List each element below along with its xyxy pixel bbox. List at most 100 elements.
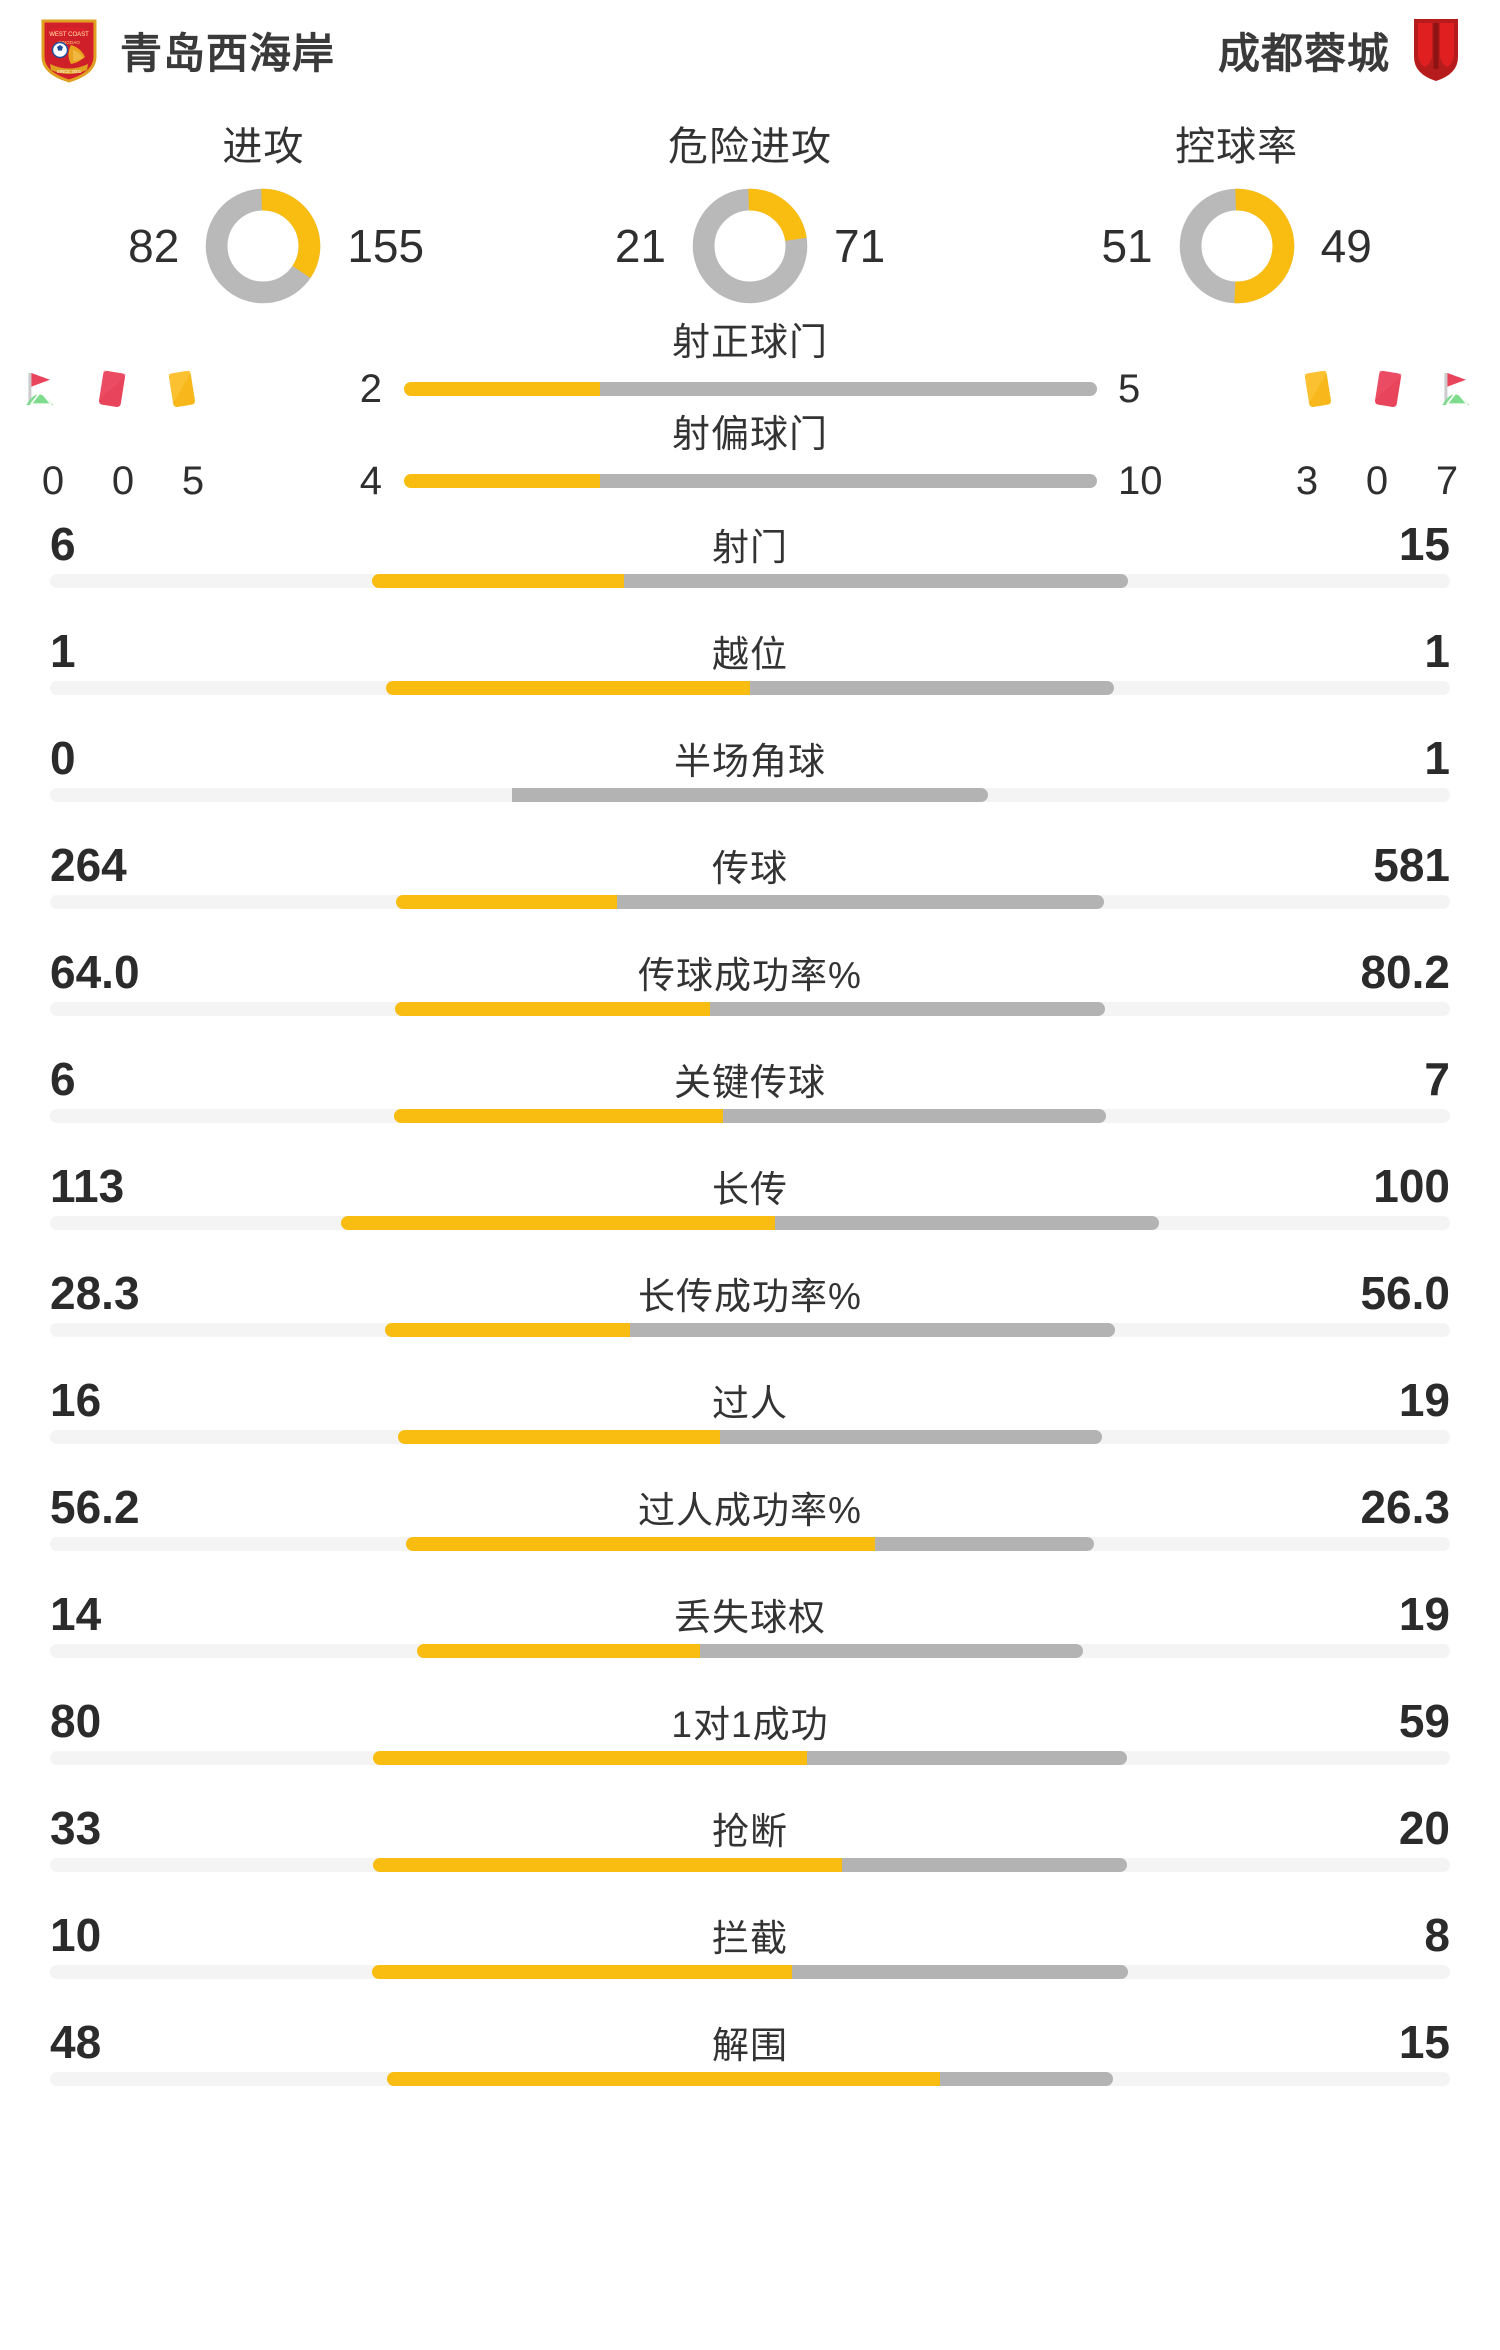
away-team[interactable]: 成都蓉城 xyxy=(1218,17,1460,83)
shots-off-target-home-value: 4 xyxy=(359,458,382,503)
stat-home-value: 6 xyxy=(50,518,76,570)
shots-on-target-block: 射正球门 2 5 xyxy=(0,320,1500,412)
stat-away-value: 1 xyxy=(1424,625,1450,677)
donut-label: 控球率 xyxy=(1175,125,1299,169)
stat-home-value: 0 xyxy=(50,732,76,784)
stat-row: 6 关键传球 7 xyxy=(50,1045,1450,1152)
shots-on-target-label: 射正球门 xyxy=(671,322,828,364)
possession-donut-chart xyxy=(1179,188,1294,304)
stat-home-value: 28.3 xyxy=(50,1267,140,1319)
donut-home-value: 82 xyxy=(128,220,180,272)
corner-flag-icon xyxy=(26,373,53,405)
shots-off-target-bar xyxy=(400,474,1100,488)
stat-bar xyxy=(50,2072,1450,2086)
stat-home-fill xyxy=(393,1109,723,1123)
stat-row: 64.0 传球成功率% 80.2 xyxy=(50,938,1450,1045)
stat-label: 拦截 xyxy=(712,1918,788,1959)
stat-row: 0 半场角球 1 xyxy=(50,724,1450,831)
stat-home-value: 80 xyxy=(50,1695,102,1747)
stat-home-fill xyxy=(341,1216,776,1230)
attacks-donut-chart xyxy=(206,188,321,304)
svg-text:QINGDAO: QINGDAO xyxy=(58,40,80,45)
donut-cell: 控球率 51 49 xyxy=(1022,114,1452,304)
shots-on-target-home-value: 2 xyxy=(359,366,382,411)
stat-home-value: 64.0 xyxy=(50,946,140,998)
match-header: WEST COAST QINGDAO SINCE 2001 青岛西海岸 成都蓉城 xyxy=(0,0,1500,100)
stat-label: 抢断 xyxy=(712,1811,788,1852)
home-discipline-icons xyxy=(18,366,206,412)
stat-away-fill xyxy=(750,681,1114,695)
stat-home-fill xyxy=(395,895,617,909)
stat-home-value: 16 xyxy=(50,1374,102,1426)
stat-home-fill xyxy=(372,1751,807,1765)
away-red-card-count: 0 xyxy=(1365,458,1389,503)
shots-off-target-home-fill xyxy=(403,474,600,488)
yellow-card-icon xyxy=(1304,370,1332,407)
shots-on-target-away-fill xyxy=(599,382,1097,396)
svg-text:SINCE 2001: SINCE 2001 xyxy=(57,69,82,74)
home-team-name: 青岛西海岸 xyxy=(120,29,336,77)
stat-home-value: 56.2 xyxy=(50,1481,140,1533)
stat-away-fill xyxy=(775,1216,1159,1230)
stat-label: 越位 xyxy=(712,634,788,675)
stat-away-fill xyxy=(719,1430,1103,1444)
svg-text:WEST COAST: WEST COAST xyxy=(49,32,89,38)
stat-away-fill xyxy=(722,1109,1107,1123)
stat-label: 半场角球 xyxy=(674,741,826,782)
stat-away-fill xyxy=(699,1644,1084,1658)
donut-label: 危险进攻 xyxy=(667,125,832,169)
stat-row: 6 射门 15 xyxy=(50,510,1450,617)
stat-label: 传球成功率% xyxy=(638,955,862,996)
stat-home-value: 113 xyxy=(50,1160,125,1212)
shots-on-target-home-fill xyxy=(403,382,600,396)
stat-away-value: 100 xyxy=(1373,1160,1450,1212)
stat-home-value: 1 xyxy=(50,625,76,677)
stat-label: 长传 xyxy=(712,1169,788,1210)
stat-home-fill xyxy=(397,1430,720,1444)
home-team[interactable]: WEST COAST QINGDAO SINCE 2001 青岛西海岸 xyxy=(40,17,335,83)
stat-away-value: 15 xyxy=(1398,518,1450,570)
stat-bar xyxy=(50,1216,1450,1230)
stat-label: 1对1成功 xyxy=(671,1704,829,1745)
shots-on-target-bar xyxy=(400,382,1100,396)
stat-home-fill xyxy=(372,1965,792,1979)
stat-label: 丢失球权 xyxy=(674,1597,826,1638)
stat-away-fill xyxy=(630,1323,1115,1337)
donut-label: 进攻 xyxy=(222,125,305,169)
stat-away-fill xyxy=(792,1965,1128,1979)
stat-bar xyxy=(50,1002,1450,1016)
west-coast-shield-crest-icon: WEST COAST QINGDAO SINCE 2001 xyxy=(41,19,97,83)
donut-away-value: 49 xyxy=(1320,220,1372,272)
stat-away-value: 20 xyxy=(1398,1802,1450,1854)
stat-bar xyxy=(50,1109,1450,1123)
donut-summary-row: 进攻 82 155 危险进攻 21 71 控球率 51 xyxy=(0,100,1500,320)
red-card-icon xyxy=(1374,370,1402,407)
stat-label: 长传成功率% xyxy=(638,1276,862,1317)
home-corner-count: 0 xyxy=(41,458,65,503)
stat-row: 264 传球 581 xyxy=(50,831,1450,938)
away-team-name: 成都蓉城 xyxy=(1217,29,1390,77)
stat-home-value: 6 xyxy=(50,1053,76,1105)
corner-flag-icon xyxy=(1442,373,1469,405)
stat-away-fill xyxy=(806,1751,1128,1765)
shots-off-target-away-value: 10 xyxy=(1118,458,1163,503)
stat-row: 56.2 过人成功率% 26.3 xyxy=(50,1473,1450,1580)
shots-off-target-away-fill xyxy=(599,474,1097,488)
stat-rows-container: 6 射门 15 1 越位 1 0 半场角球 1 264 传球 581 64.0 传球成功率% 80.2 6 关键… xyxy=(0,510,1500,2115)
stat-away-value: 19 xyxy=(1398,1374,1450,1426)
dangerous-attacks-donut-chart xyxy=(692,188,808,304)
stat-row: 14 丢失球权 19 xyxy=(50,1580,1450,1687)
donut-away-value: 155 xyxy=(347,220,425,272)
stat-home-fill xyxy=(372,574,624,588)
away-corner-count: 7 xyxy=(1435,458,1459,503)
stat-away-value: 56.0 xyxy=(1360,1267,1450,1319)
home-red-card-count: 0 xyxy=(111,458,135,503)
stat-bar xyxy=(50,895,1450,909)
stat-bar xyxy=(50,1430,1450,1444)
stat-row: 48 解围 15 xyxy=(50,2008,1450,2115)
stat-home-value: 48 xyxy=(50,2016,102,2068)
stat-home-value: 33 xyxy=(50,1802,102,1854)
donut-cell: 进攻 82 155 xyxy=(48,114,478,304)
stat-away-fill xyxy=(617,895,1105,909)
stat-away-value: 7 xyxy=(1424,1053,1450,1105)
